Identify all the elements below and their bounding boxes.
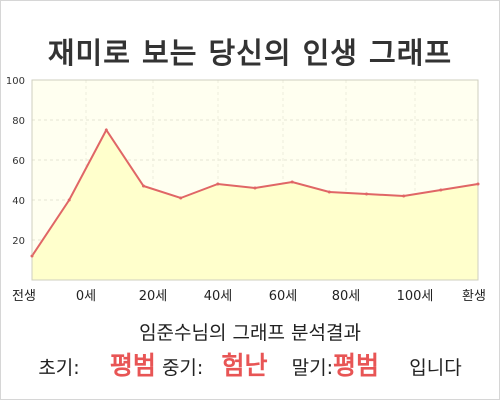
x-tick-label: 80세 (332, 289, 361, 304)
x-axis-labels: 전생 0세 20세 40세 60세 80세 100세 환생 (12, 289, 486, 304)
y-axis-labels: 20 40 60 80 100 (6, 76, 25, 247)
data-point (290, 180, 294, 184)
plot-border (31, 79, 479, 281)
data-point (67, 198, 71, 202)
x-tick-label: 환생 (462, 289, 486, 304)
late-value: 평범 (333, 351, 380, 380)
analysis-summary: 임준수님의 그래프 분석결과 (139, 322, 361, 344)
x-tick-label: 60세 (269, 289, 298, 304)
data-point (216, 182, 220, 186)
x-tick-label: 40세 (204, 289, 233, 304)
early-value: 평범 (109, 351, 156, 380)
late-label: 말기: (291, 357, 334, 379)
x-tick-label: 0세 (76, 289, 96, 304)
data-point (253, 186, 257, 190)
y-tick-label: 60 (12, 156, 25, 167)
x-tick-label: 100세 (397, 289, 434, 304)
area-fill (32, 130, 478, 280)
early-label: 초기: (38, 357, 80, 379)
chart-title: 재미로 보는 당신의 인생 그래프 (47, 36, 453, 70)
data-point (439, 188, 443, 192)
data-point (104, 128, 108, 132)
y-tick-label: 20 (12, 236, 25, 247)
data-point (179, 196, 183, 200)
data-point (142, 184, 145, 188)
data-point (365, 192, 368, 196)
x-tick-label: 20세 (139, 289, 168, 304)
middle-label: 중기: (161, 357, 204, 379)
data-point (327, 190, 331, 194)
verdict-suffix: 입니다 (409, 357, 462, 379)
middle-value: 험난 (221, 351, 268, 380)
y-tick-label: 80 (12, 116, 25, 127)
data-point (476, 182, 480, 186)
data-point (30, 254, 34, 258)
y-tick-label: 40 (12, 196, 25, 207)
x-tick-label: 전생 (12, 289, 36, 304)
analysis-verdict: 초기: 평범 중기: 험난 말기:평범 입니다 (0, 346, 500, 382)
y-tick-label: 100 (6, 76, 25, 87)
data-point (402, 194, 406, 198)
